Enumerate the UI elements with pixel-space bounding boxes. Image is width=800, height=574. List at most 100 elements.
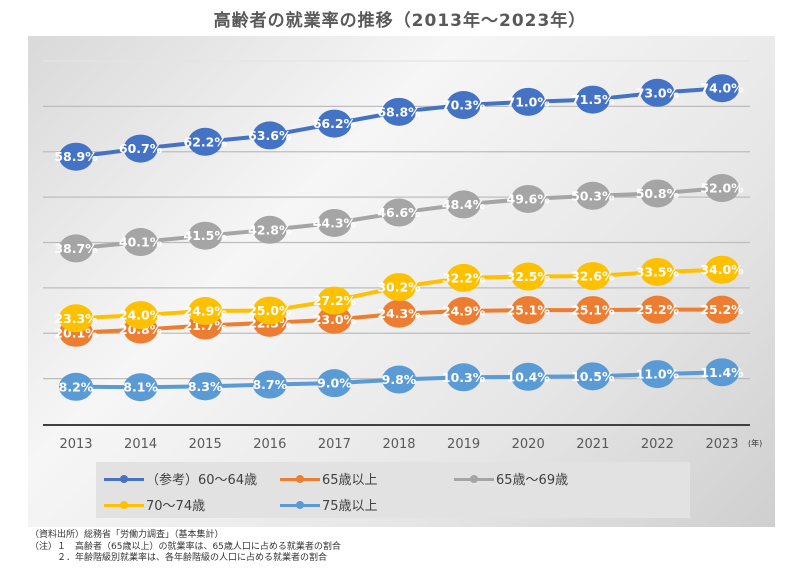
data-label: 27.2% [313,293,357,308]
data-label: 58.9% [54,149,98,164]
data-point [188,221,223,250]
data-label: 66.2% [313,116,357,131]
chart-legend: （参考）60～64歳 65歳以上 65歳～69歳 70～74歳 75歳以上 [96,462,690,518]
data-point [59,304,93,333]
data-point [705,358,739,387]
x-tick-label: 2013 [59,437,92,452]
legend-label: 65歳以上 [322,473,378,488]
x-tick-label: 2022 [641,437,674,452]
data-point [188,297,223,326]
data-label: 50.8% [636,186,680,201]
data-label: 25.2% [700,302,744,317]
data-point [705,174,739,203]
data-point [382,198,416,227]
data-label: 48.4% [442,197,486,212]
data-label: 46.6% [377,205,421,220]
data-point [640,257,675,286]
legend-item-65-69: 65歳～69歳 [454,469,568,488]
data-label: 9.8% [382,372,417,387]
data-point [575,85,610,114]
data-point [123,134,158,163]
data-label: 10.3% [442,370,486,385]
data-point [317,286,352,315]
legend-item-60-64: （参考）60～64歳 [104,469,257,488]
data-point [382,272,416,301]
legend-label: 75歳以上 [322,499,378,514]
data-label: 24.9% [184,304,228,319]
data-point [252,215,287,244]
data-point [252,296,287,325]
data-label: 62.2% [184,134,228,149]
data-label: 73.0% [636,85,680,100]
data-point [446,297,481,326]
data-point [575,181,610,210]
data-point [317,109,352,138]
data-label: 71.5% [571,92,615,107]
data-label: 41.5% [184,228,228,243]
data-label: 24.3% [377,306,421,321]
data-point [511,262,546,291]
data-point [317,369,352,398]
data-point [123,301,158,330]
data-point [511,362,546,391]
data-label: 11.4% [700,365,744,380]
x-tick-label: 2020 [512,437,545,452]
data-point [705,255,739,284]
data-label: 25.1% [571,303,615,318]
data-point [382,299,416,328]
data-label: 38.7% [54,241,98,256]
data-label: 30.2% [377,279,421,294]
data-label: 49.6% [507,191,551,206]
data-label: 44.3% [313,215,357,230]
data-point [446,91,481,120]
data-point [59,234,93,263]
x-tick-label: 2019 [447,437,480,452]
data-point [705,74,739,103]
legend-swatch-icon [454,474,494,484]
data-point [640,360,675,389]
data-label: 8.3% [188,379,223,394]
data-label: 40.1% [119,235,163,250]
legend-label: 70～74歳 [146,499,206,514]
legend-item-75-plus: 75歳以上 [280,495,378,514]
data-label: 8.1% [123,380,158,395]
data-point [382,97,416,126]
data-label: 50.3% [571,188,615,203]
legend-swatch-icon [280,500,320,510]
data-point [446,190,481,219]
data-label: 70.3% [442,98,486,113]
data-point [640,78,675,107]
data-point [252,370,287,399]
data-label: 42.8% [248,222,292,237]
data-label: 33.5% [636,264,680,279]
data-point [511,296,546,325]
data-point [446,363,481,392]
data-point [575,296,610,325]
data-label: 25.1% [507,303,551,318]
x-tick-label: 2018 [382,437,415,452]
legend-swatch-icon [104,500,144,510]
x-tick-label: 2015 [189,437,222,452]
data-point [640,179,675,208]
data-label: 23.3% [54,311,98,326]
data-label: 24.0% [119,308,163,323]
source-notes: （資料出所）総務省「労働力調査」（基本集計） （注）１ 高齢者（65歳以上）の就… [30,530,341,565]
data-label: 63.6% [248,128,292,143]
x-tick-label: 2021 [576,437,609,452]
data-point [123,228,158,257]
data-label: 11.0% [636,367,680,382]
x-axis-unit-label: (年) [748,438,762,448]
data-point [575,262,610,291]
data-point [59,142,93,171]
data-point [382,365,416,394]
data-label: 8.2% [59,379,94,394]
data-label: 34.0% [700,262,744,277]
data-label: 74.0% [700,81,744,96]
note-2: ２．年齢階級別就業率は、各年齢階級の人口に占める就業者の割合 [30,553,328,563]
data-label: 25.2% [636,302,680,317]
x-tick-label: 2016 [253,437,286,452]
data-label: 60.7% [119,141,163,156]
data-point [511,184,546,213]
data-label: 8.7% [252,377,287,392]
data-label: 71.0% [507,94,551,109]
